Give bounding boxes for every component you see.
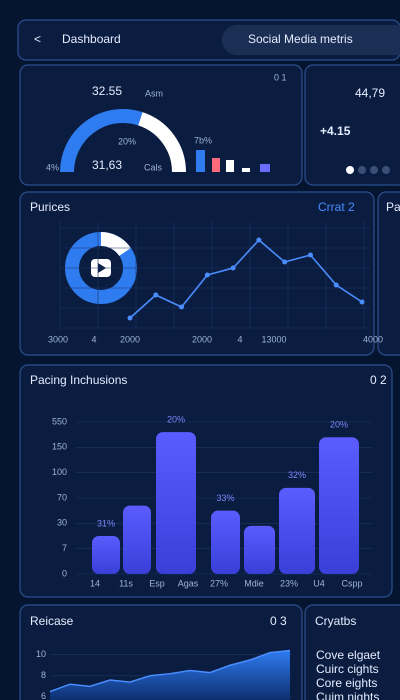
back-button[interactable]: <	[34, 32, 41, 46]
bar	[244, 525, 275, 574]
line-point	[179, 304, 185, 310]
line-link[interactable]: Crrat 2	[318, 200, 355, 214]
x-tick-label: 2000	[120, 334, 140, 344]
x-tick-label: Mdie	[244, 578, 264, 588]
bar	[211, 510, 240, 574]
summary-unit2: Cals	[144, 162, 163, 172]
line-point	[230, 265, 236, 271]
kpi-delta: +4.15	[320, 124, 351, 138]
y-tick-label: 10	[36, 649, 46, 659]
line-point	[282, 259, 288, 265]
x-tick-label: 3000	[48, 334, 68, 344]
list-item[interactable]: Core eights	[316, 676, 377, 690]
y-tick-label: 150	[52, 442, 67, 452]
bar-value-label: 20%	[167, 415, 185, 425]
bar-value-label: 32%	[288, 470, 306, 480]
x-tick-label: Agas	[178, 578, 199, 588]
bar	[319, 437, 359, 574]
line-point	[153, 292, 159, 298]
x-tick-label: U4	[313, 578, 325, 588]
y-tick-label: 70	[57, 492, 67, 502]
side-panel	[377, 191, 400, 356]
line-series	[129, 238, 363, 319]
list-title: Cryatbs	[315, 614, 356, 628]
side-title: Pa	[386, 200, 400, 214]
area-fill	[50, 650, 290, 700]
x-tick-label: 27%	[210, 578, 228, 588]
page-dot[interactable]	[382, 166, 390, 174]
page-dot[interactable]	[370, 166, 378, 174]
x-tick-label: Cspp	[341, 578, 362, 588]
mini-bar	[226, 160, 234, 172]
mini-bar	[242, 168, 250, 172]
list-panel	[304, 604, 400, 700]
mini-bar	[196, 150, 205, 172]
y-tick-label: 6	[41, 691, 46, 700]
mini-bar	[260, 164, 270, 172]
summary-left: 4%	[46, 162, 59, 172]
x-tick-label: Esp	[149, 578, 165, 588]
gauge-value	[60, 109, 143, 173]
kpi-panel	[304, 64, 400, 186]
x-tick-label: 4000	[363, 334, 383, 344]
y-tick-label: 30	[57, 518, 67, 528]
y-tick-label: 550	[52, 416, 67, 426]
summary-value2: 31,63	[92, 158, 122, 172]
tab-pill[interactable]	[222, 25, 400, 55]
tab-label[interactable]: Social Media metris	[248, 32, 353, 46]
line-point	[204, 272, 210, 278]
bar	[92, 536, 120, 574]
line-point	[359, 299, 365, 305]
x-tick-label: 2000	[192, 334, 212, 344]
y-tick-label: 7	[62, 543, 67, 553]
kpi-value: 44,79	[355, 86, 385, 100]
summary-unit: Asm	[145, 88, 163, 98]
line-point	[256, 237, 262, 243]
y-tick-label: 100	[52, 467, 67, 477]
summary-percent: 20%	[118, 136, 136, 146]
bar-title: Pacing Inchusions	[30, 373, 127, 387]
x-tick-label: 11s	[119, 578, 133, 588]
page-dot[interactable]	[346, 166, 354, 174]
x-tick-label: 4	[91, 334, 96, 344]
bar-value-label: 33%	[216, 493, 234, 503]
x-tick-label: 13000	[261, 334, 286, 344]
area-title: Reicase	[30, 614, 74, 628]
header-title: Dashboard	[62, 32, 121, 46]
bar	[156, 432, 196, 574]
list-item[interactable]: Cuim nights	[316, 690, 379, 700]
summary-right: 7b%	[194, 135, 212, 145]
page-dot[interactable]	[358, 166, 366, 174]
bar	[279, 487, 315, 574]
area-corner: 0 3	[270, 614, 287, 628]
x-tick-label: 14	[90, 578, 100, 588]
y-tick-label: 8	[41, 670, 46, 680]
bar	[123, 505, 151, 574]
bar-corner: 0 2	[370, 373, 387, 387]
list-item[interactable]: Cove elgaet	[316, 648, 381, 662]
list-item[interactable]: Cuirc cights	[316, 662, 379, 676]
x-tick-label: 23%	[280, 578, 298, 588]
line-panel	[19, 191, 375, 356]
gauge-track	[137, 112, 186, 173]
summary-corner: 0 1	[274, 72, 287, 82]
y-tick-label: 0	[62, 568, 67, 578]
summary-value: 32.55	[92, 84, 122, 98]
mini-bar	[212, 158, 220, 172]
line-point	[127, 315, 133, 321]
donut-highlight	[100, 232, 131, 257]
x-tick-label: 4	[237, 334, 242, 344]
area-line	[49, 649, 291, 693]
bar-value-label: 31%	[97, 518, 115, 528]
bar-value-label: 20%	[330, 420, 348, 430]
line-point	[307, 252, 313, 258]
line-point	[333, 282, 339, 288]
line-title: Purices	[30, 200, 70, 214]
